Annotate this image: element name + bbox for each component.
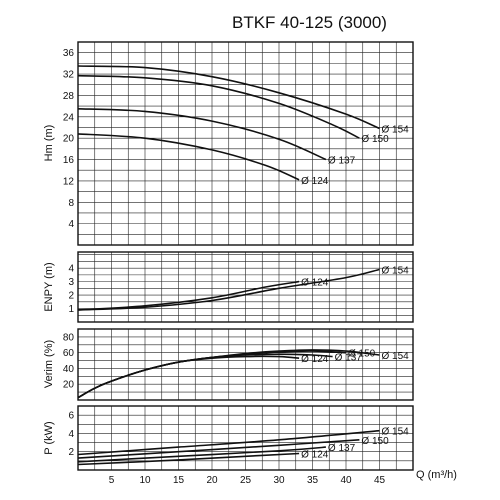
head-series-label: Ø 150 xyxy=(361,134,389,145)
x-tick-label: 25 xyxy=(240,475,252,486)
power-y-tick-label: 4 xyxy=(68,429,74,440)
x-tick-label: 5 xyxy=(109,475,115,486)
x-tick-label: 20 xyxy=(206,475,218,486)
head-y-tick-label: 16 xyxy=(63,155,75,166)
npsh-series-label: Ø 154 xyxy=(382,266,410,277)
efficiency-y-tick-label: 20 xyxy=(63,380,75,391)
power-series-label: Ø 150 xyxy=(361,436,389,447)
efficiency-series-label: Ø 150 xyxy=(348,349,376,360)
npsh-y-tick-label: 3 xyxy=(68,277,74,288)
x-axis-label: Q (m³/h) xyxy=(416,469,457,481)
power-y-axis-label: P (kW) xyxy=(43,421,55,454)
x-tick-label: 40 xyxy=(340,475,352,486)
x-tick-label: 10 xyxy=(139,475,151,486)
head-y-tick-label: 32 xyxy=(63,70,75,81)
efficiency-y-tick-label: 60 xyxy=(63,348,75,359)
power-series-line xyxy=(77,439,360,459)
head-y-axis-label: Hm (m) xyxy=(43,125,55,162)
power-series-line xyxy=(77,429,380,456)
efficiency-y-tick-label: 80 xyxy=(63,332,75,343)
npsh-series-label: Ø 124 xyxy=(301,278,329,289)
head-y-tick-label: 36 xyxy=(63,48,75,59)
efficiency-frame xyxy=(77,328,414,401)
head-series-line xyxy=(77,108,327,161)
head-series-label: Ø 154 xyxy=(382,125,410,136)
x-tick-label: 30 xyxy=(273,475,285,486)
head-y-tick-label: 8 xyxy=(68,198,74,209)
power-series-label: Ø 124 xyxy=(301,450,329,461)
npsh-series-line xyxy=(77,280,300,311)
power-y-tick-label: 6 xyxy=(68,411,74,422)
efficiency-series-label: Ø 137 xyxy=(335,353,363,364)
npsh-series-line xyxy=(77,268,380,311)
efficiency-y-axis-label: Verim (%) xyxy=(43,340,55,388)
head-y-tick-label: 28 xyxy=(63,91,75,102)
power-series-label: Ø 154 xyxy=(382,427,410,438)
npsh-frame xyxy=(77,251,414,323)
head-y-tick-label: 24 xyxy=(63,112,75,123)
power-series-line xyxy=(77,446,326,463)
x-tick-label: 45 xyxy=(374,475,386,486)
head-series-line xyxy=(77,133,300,181)
chart-title: BTKF 40-125 (3000) xyxy=(232,13,387,32)
head-y-tick-label: 4 xyxy=(68,219,74,230)
power-series-label: Ø 137 xyxy=(328,443,356,454)
npsh-y-tick-label: 1 xyxy=(68,304,74,315)
head-series-label: Ø 137 xyxy=(328,156,356,167)
head-series-line xyxy=(77,65,380,130)
head-y-tick-label: 12 xyxy=(63,176,75,187)
head-series-line xyxy=(77,74,360,139)
efficiency-y-tick-label: 40 xyxy=(63,364,75,375)
npsh-y-tick-label: 4 xyxy=(68,264,74,275)
efficiency-series-label: Ø 124 xyxy=(301,354,329,365)
power-y-tick-label: 2 xyxy=(68,447,74,458)
npsh-y-tick-label: 2 xyxy=(68,291,74,302)
power-frame xyxy=(77,405,414,471)
npsh-y-axis-label: ENPY (m) xyxy=(43,262,55,311)
head-y-tick-label: 20 xyxy=(63,134,75,145)
head-series-label: Ø 124 xyxy=(301,176,329,187)
power-series-line xyxy=(77,452,300,466)
efficiency-series-line xyxy=(77,355,300,399)
efficiency-series-label: Ø 154 xyxy=(382,351,410,362)
head-frame xyxy=(77,41,414,246)
x-tick-label: 35 xyxy=(307,475,319,486)
x-tick-label: 15 xyxy=(173,475,185,486)
